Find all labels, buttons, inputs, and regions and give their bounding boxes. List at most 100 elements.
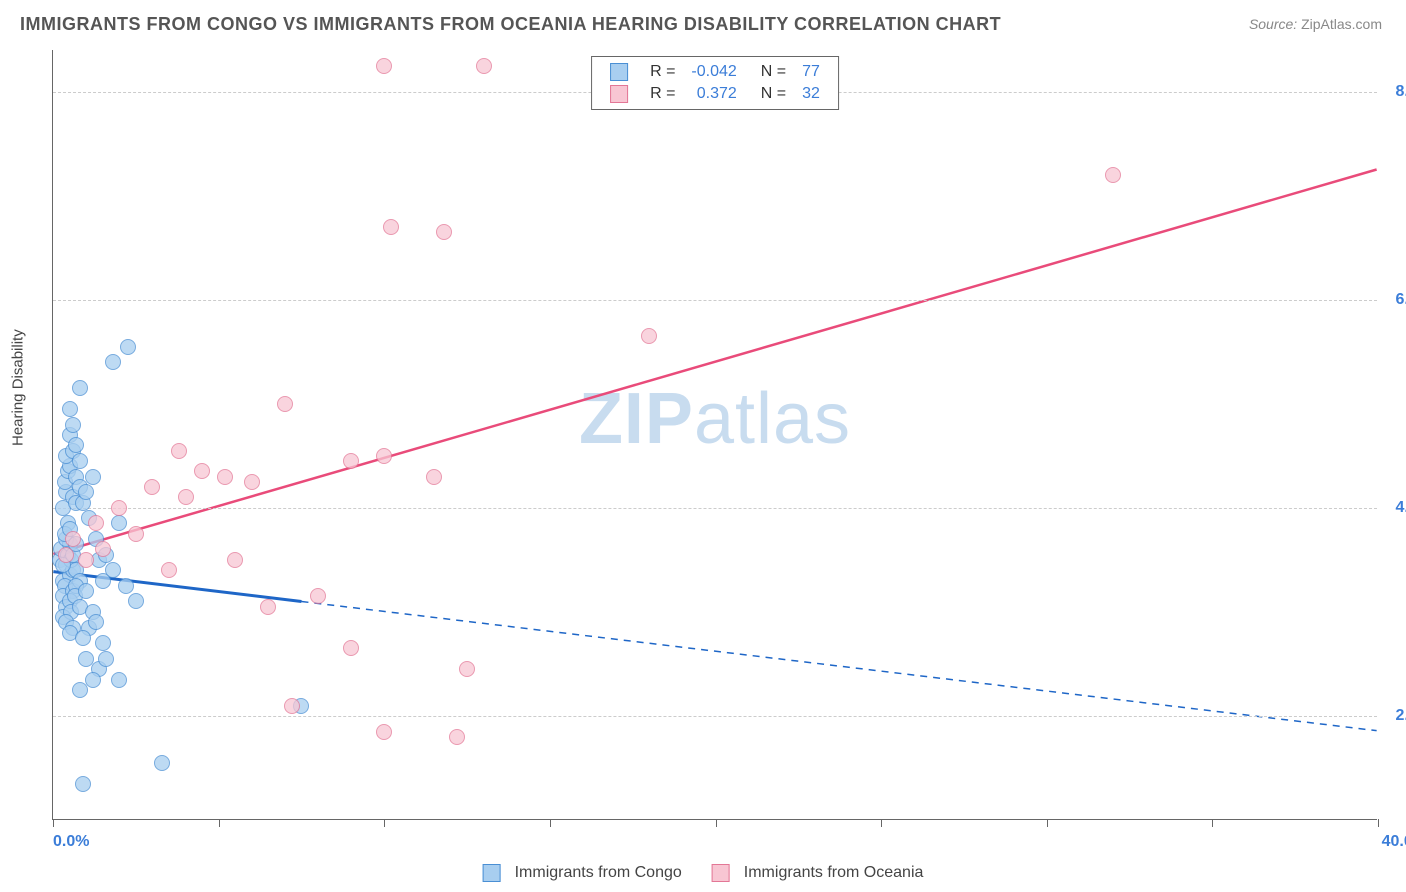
watermark-atlas: atlas [694, 379, 851, 459]
correlation-legend-table: R =-0.042N =77R =0.372N =32 [602, 61, 828, 105]
scatter-point-series2 [95, 541, 111, 557]
scatter-point-series2 [217, 469, 233, 485]
scatter-point-series1 [111, 672, 127, 688]
y-axis-label: Hearing Disability [10, 329, 27, 446]
y-tick-label: 2.0% [1382, 707, 1406, 725]
scatter-point-series2 [343, 640, 359, 656]
x-tick [881, 819, 882, 827]
r-value: 0.372 [683, 83, 744, 105]
legend-swatch-cell [602, 61, 642, 83]
chart-title: IMMIGRANTS FROM CONGO VS IMMIGRANTS FROM… [20, 14, 1001, 35]
series-legend-label: Immigrants from Congo [515, 864, 682, 882]
scatter-point-series1 [78, 583, 94, 599]
scatter-point-series2 [78, 552, 94, 568]
scatter-point-series1 [72, 682, 88, 698]
legend-swatch [610, 85, 628, 103]
scatter-point-series1 [95, 635, 111, 651]
scatter-point-series1 [65, 417, 81, 433]
n-value: 32 [794, 83, 828, 105]
scatter-point-series2 [310, 588, 326, 604]
y-tick-label: 8.0% [1382, 83, 1406, 101]
legend-swatch [610, 63, 628, 81]
scatter-point-series1 [88, 614, 104, 630]
correlation-legend: R =-0.042N =77R =0.372N =32 [591, 56, 839, 110]
plot-area: ZIPatlas R =-0.042N =77R =0.372N =32 0.0… [52, 50, 1377, 820]
scatter-point-series1 [85, 469, 101, 485]
legend-swatch [712, 864, 730, 882]
correlation-legend-row: R =0.372N =32 [602, 83, 828, 105]
scatter-point-series1 [98, 651, 114, 667]
scatter-point-series2 [161, 562, 177, 578]
x-tick [219, 819, 220, 827]
scatter-point-series1 [120, 339, 136, 355]
scatter-point-series2 [244, 474, 260, 490]
scatter-point-series2 [144, 479, 160, 495]
x-tick [550, 819, 551, 827]
r-label: R = [642, 61, 683, 83]
scatter-point-series2 [641, 328, 657, 344]
trend-line [53, 170, 1376, 555]
x-axis-max-label: 40.0% [1382, 833, 1406, 851]
r-value: -0.042 [683, 61, 744, 83]
scatter-point-series2 [277, 396, 293, 412]
n-label: N = [745, 61, 794, 83]
x-tick [384, 819, 385, 827]
scatter-point-series1 [105, 354, 121, 370]
scatter-point-series1 [118, 578, 134, 594]
n-label: N = [745, 83, 794, 105]
r-label: R = [642, 83, 683, 105]
chart-svg [53, 50, 1377, 819]
scatter-point-series2 [1105, 167, 1121, 183]
scatter-point-series2 [194, 463, 210, 479]
source-value: ZipAtlas.com [1301, 16, 1382, 32]
scatter-point-series2 [436, 224, 452, 240]
scatter-point-series2 [128, 526, 144, 542]
scatter-point-series2 [376, 724, 392, 740]
gridline [53, 716, 1377, 717]
scatter-point-series2 [376, 58, 392, 74]
source-attribution: Source: ZipAtlas.com [1249, 16, 1382, 32]
scatter-point-series2 [58, 547, 74, 563]
y-tick-label: 4.0% [1382, 499, 1406, 517]
x-tick [53, 819, 54, 827]
n-value: 77 [794, 61, 828, 83]
scatter-point-series2 [284, 698, 300, 714]
gridline [53, 508, 1377, 509]
series-legend-label: Immigrants from Oceania [744, 864, 924, 882]
scatter-point-series1 [72, 453, 88, 469]
x-tick [1378, 819, 1379, 827]
legend-swatch [483, 864, 501, 882]
x-axis-min-label: 0.0% [53, 833, 89, 851]
legend-swatch-cell [602, 83, 642, 105]
x-tick [1212, 819, 1213, 827]
scatter-point-series1 [62, 401, 78, 417]
scatter-point-series1 [75, 776, 91, 792]
scatter-point-series2 [376, 448, 392, 464]
scatter-point-series2 [88, 515, 104, 531]
watermark: ZIPatlas [579, 378, 851, 460]
scatter-point-series2 [383, 219, 399, 235]
scatter-point-series2 [449, 729, 465, 745]
source-label: Source: [1249, 16, 1297, 32]
scatter-point-series2 [111, 500, 127, 516]
scatter-point-series2 [459, 661, 475, 677]
scatter-point-series1 [154, 755, 170, 771]
scatter-point-series1 [111, 515, 127, 531]
scatter-point-series1 [78, 484, 94, 500]
series-legend-item: Immigrants from Oceania [712, 864, 924, 882]
scatter-point-series1 [85, 672, 101, 688]
x-tick [716, 819, 717, 827]
scatter-point-series2 [65, 531, 81, 547]
scatter-point-series2 [171, 443, 187, 459]
scatter-point-series2 [260, 599, 276, 615]
watermark-zip: ZIP [579, 379, 694, 459]
scatter-point-series1 [68, 437, 84, 453]
scatter-point-series1 [75, 630, 91, 646]
scatter-point-series2 [178, 489, 194, 505]
scatter-point-series1 [105, 562, 121, 578]
scatter-point-series1 [128, 593, 144, 609]
gridline [53, 300, 1377, 301]
scatter-point-series1 [72, 380, 88, 396]
correlation-legend-row: R =-0.042N =77 [602, 61, 828, 83]
series-legend: Immigrants from Congo Immigrants from Oce… [483, 864, 924, 882]
